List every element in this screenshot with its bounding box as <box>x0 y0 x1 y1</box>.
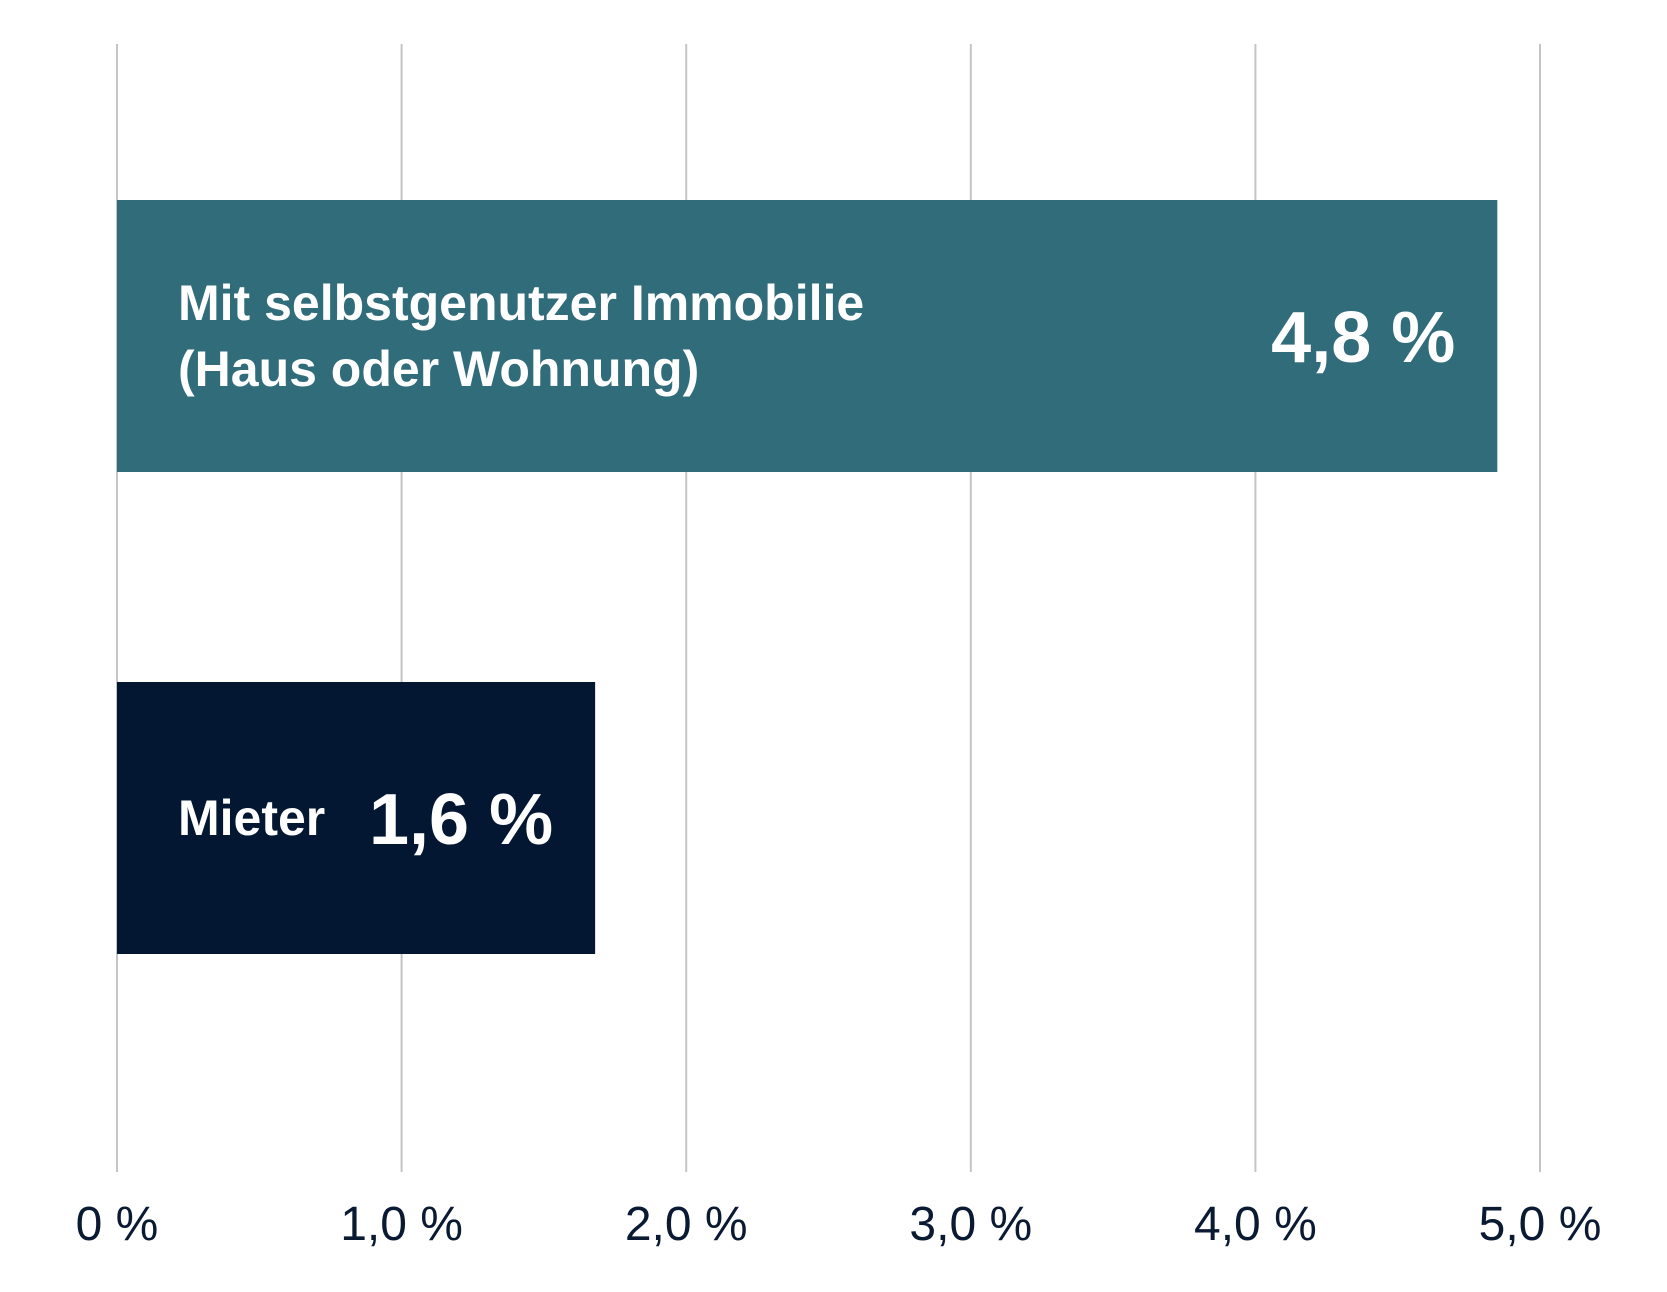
bars: Mit selbstgenutzer Immobilie (Haus oder W… <box>117 200 1498 954</box>
x-tick-label: 4,0 % <box>1194 1198 1317 1251</box>
x-axis-tick-labels: 0 % 1,0 % 2,0 % 3,0 % 4,0 % 5,0 % <box>76 1198 1602 1251</box>
bar <box>117 200 1498 472</box>
category-label-line: (Haus oder Wohnung) <box>178 341 699 397</box>
x-tick-label: 5,0 % <box>1479 1198 1602 1251</box>
category-label-line: Mit selbstgenutzer Immobilie <box>178 275 864 331</box>
x-tick-label: 3,0 % <box>909 1198 1032 1251</box>
bar <box>117 682 596 954</box>
category-label: Mieter <box>178 790 325 846</box>
category-label-line: Mieter <box>178 790 325 846</box>
value-label: 4,8 % <box>1271 298 1455 378</box>
category-label: Mit selbstgenutzer Immobilie (Haus oder W… <box>178 275 864 397</box>
value-label: 1,6 % <box>369 780 553 860</box>
x-tick-label: 0 % <box>76 1198 159 1251</box>
x-tick-label: 2,0 % <box>625 1198 748 1251</box>
x-tick-label: 1,0 % <box>340 1198 463 1251</box>
